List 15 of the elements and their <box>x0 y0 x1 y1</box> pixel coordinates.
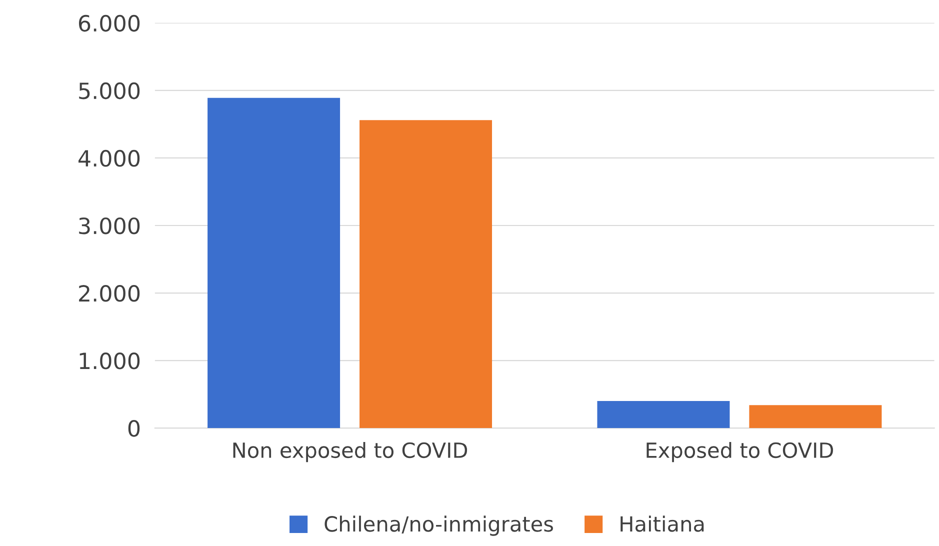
bar <box>749 405 882 428</box>
y-tick-label: 2.000 <box>79 284 140 302</box>
legend-label: Chilena/no-inmigrates <box>324 516 553 536</box>
y-tick-label: 4.000 <box>78 150 140 167</box>
x-tick-label: Non exposed to COVID <box>233 442 468 462</box>
y-tick-label: 3.000 <box>79 217 140 234</box>
y-tick-label: 1.000 <box>80 352 140 370</box>
y-tick-label: 5.000 <box>79 82 140 100</box>
y-tick-label: 6.000 <box>78 14 140 32</box>
y-tick-label: 0 <box>128 420 140 437</box>
x-tick-label: Exposed to COVID <box>646 442 833 462</box>
bar <box>597 401 730 428</box>
legend-label: Haitiana <box>620 516 704 532</box>
bar <box>208 98 340 428</box>
bar <box>360 120 492 428</box>
